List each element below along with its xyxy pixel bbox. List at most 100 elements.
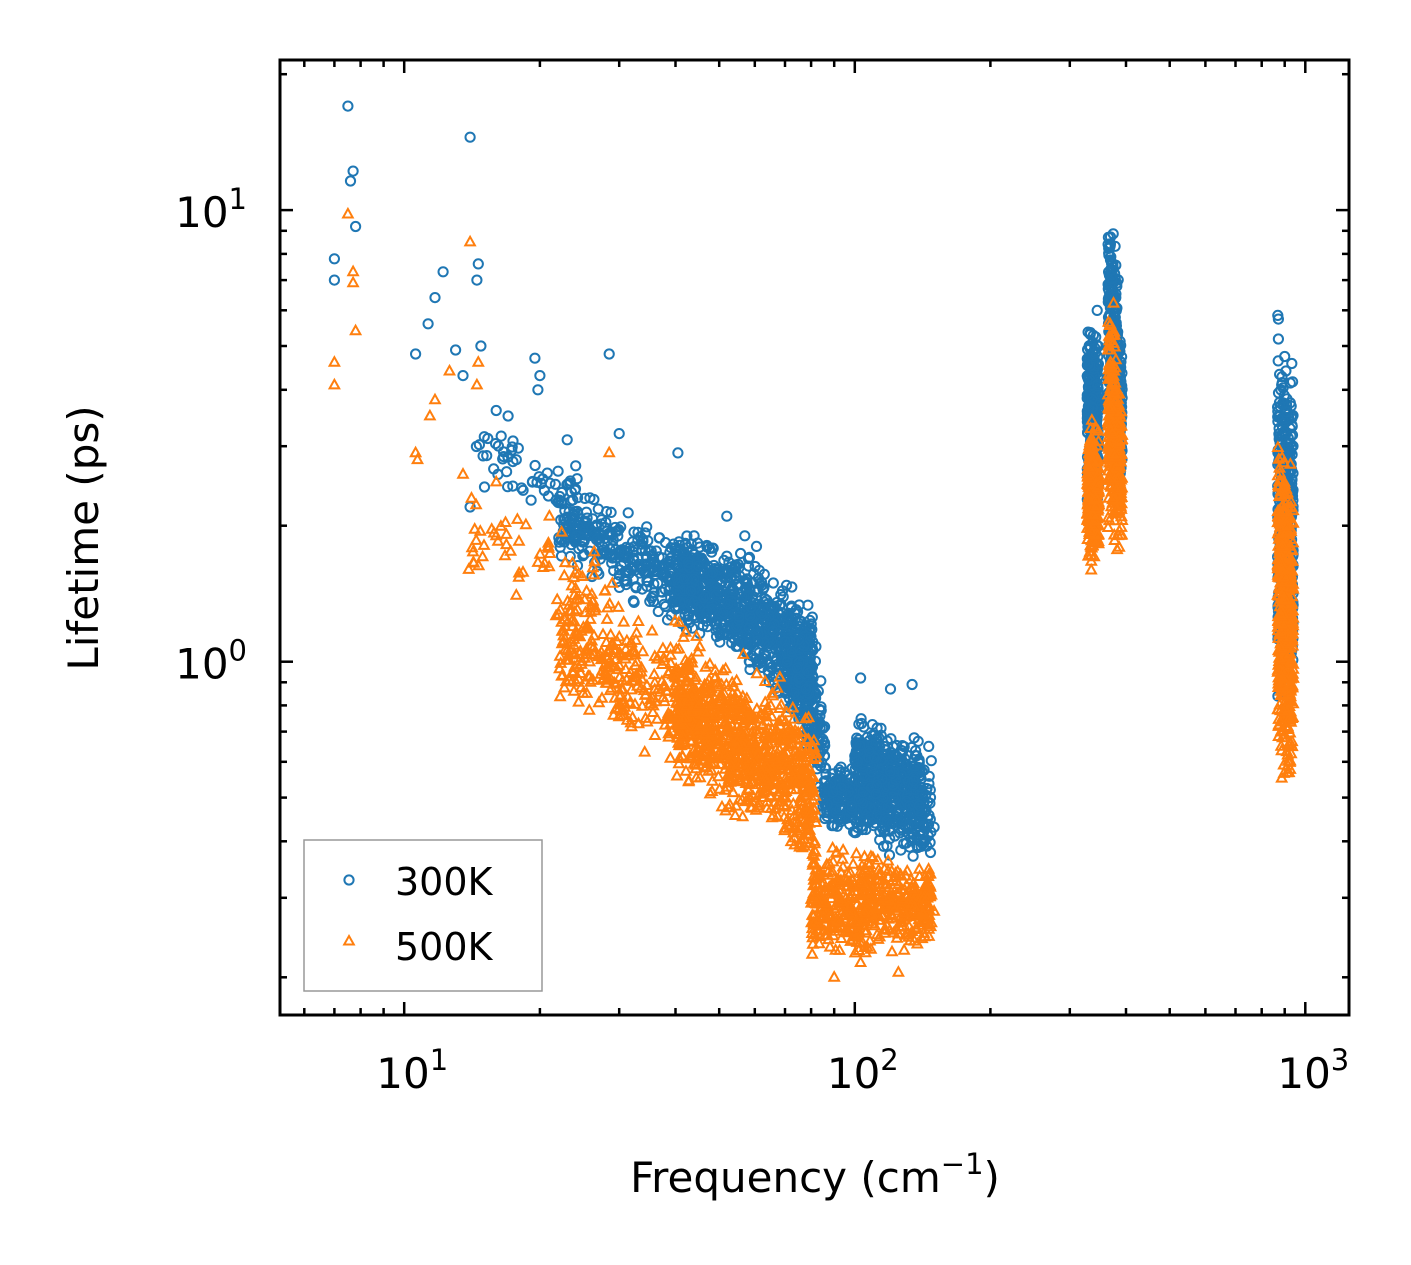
data-point-300k [478, 431, 490, 443]
data-point-300k [726, 582, 738, 594]
data-point-300k [819, 721, 831, 733]
data-point-300k [753, 564, 765, 576]
data-point-300k [682, 556, 694, 569]
data-point-300k [785, 617, 797, 629]
data-point-300k [688, 573, 700, 585]
data-point-300k [678, 573, 690, 586]
data-point-300k [743, 622, 755, 634]
data-point-300k [525, 494, 537, 506]
data-point-300k [481, 450, 493, 462]
data-point-300k [498, 451, 510, 463]
data-point-300k [490, 438, 502, 450]
data-point-300k [725, 561, 737, 573]
data-point-300k [722, 628, 735, 640]
data-point-300k [717, 607, 730, 619]
data-point-300k [804, 622, 816, 634]
data-point-300k [780, 579, 793, 591]
data-point-300k [746, 616, 758, 628]
data-point-300k [779, 635, 791, 648]
data-point-300k [596, 540, 608, 552]
data-point-300k [608, 565, 620, 577]
data-point-300k [800, 683, 812, 695]
data-point-300k [577, 534, 590, 547]
data-point-300k [813, 703, 826, 716]
data-point-300k [728, 584, 740, 596]
data-point-300k [771, 659, 783, 671]
data-point-300k [647, 550, 659, 562]
data-point-300k [549, 478, 562, 490]
data-point-300k [681, 530, 693, 542]
data-point-300k [806, 623, 818, 636]
data-point-300k [752, 656, 764, 668]
data-point-300k [793, 599, 805, 611]
data-point-300k [646, 592, 658, 604]
data-point-300k [652, 605, 664, 618]
data-point-300k [718, 554, 730, 567]
data-point-300k [781, 656, 793, 668]
data-point-300k [588, 493, 600, 506]
data-point-300k [677, 553, 689, 565]
data-point-300k [640, 565, 652, 577]
data-point-300k [740, 581, 752, 594]
data-point-300k [743, 588, 755, 600]
data-point-300k [684, 616, 696, 629]
data-point-300k [742, 560, 755, 572]
data-point-300k [733, 611, 745, 623]
data-point-300k [803, 680, 815, 692]
data-point-300k [477, 450, 489, 462]
data-point-300k [711, 613, 723, 625]
data-point-300k [792, 617, 805, 629]
data-point-300k [805, 630, 817, 642]
data-point-300k [615, 521, 627, 533]
data-point-300k [763, 667, 775, 679]
data-point-300k [596, 529, 609, 541]
data-point-300k [641, 580, 653, 593]
data-point-300k [701, 606, 714, 618]
data-point-300k [735, 547, 747, 560]
data-point-300k [793, 656, 805, 668]
data-point-300k [656, 567, 669, 579]
data-point-300k [577, 550, 589, 562]
data-point-300k [786, 581, 798, 593]
data-point-300k [478, 481, 491, 493]
data-point-300k [742, 552, 755, 565]
data-point-300k [558, 536, 571, 548]
data-point-300k [707, 567, 719, 579]
data-point-300k [649, 569, 662, 581]
data-point-300k [620, 579, 632, 591]
data-point-300k [801, 665, 814, 678]
data-point-300k [564, 477, 576, 489]
data-point-300k [671, 560, 683, 572]
data-point-300k [786, 646, 798, 658]
data-point-300k [710, 589, 722, 601]
data-point-300k [767, 625, 779, 637]
data-point-300k [517, 484, 529, 496]
data-point-300k [697, 620, 709, 632]
data-point-300k [697, 592, 710, 604]
data-point-300k [554, 490, 566, 503]
data-point-300k [640, 558, 652, 570]
data-point-300k [803, 667, 815, 679]
data-point-300k [579, 516, 591, 529]
data-point-300k [699, 589, 711, 602]
data-point-300k [755, 607, 767, 619]
data-point-300k [620, 566, 633, 578]
data-point-300k [707, 603, 719, 615]
data-point-300k [815, 675, 827, 687]
data-point-300k [512, 442, 524, 454]
data-point-300k [648, 587, 660, 599]
data-point-300k [637, 535, 649, 548]
data-point-300k [686, 622, 699, 634]
data-point-300k [659, 583, 671, 595]
data-point-300k [805, 722, 818, 735]
data-point-300k [622, 507, 634, 519]
data-point-300k [529, 459, 541, 472]
data-point-300k [473, 439, 485, 451]
data-point-300k [722, 598, 734, 610]
data-point-300k [701, 621, 714, 633]
data-point-300k [630, 581, 642, 593]
data-point-300k [556, 498, 568, 510]
data-point-300k [506, 441, 518, 453]
data-point-300k [785, 600, 798, 612]
